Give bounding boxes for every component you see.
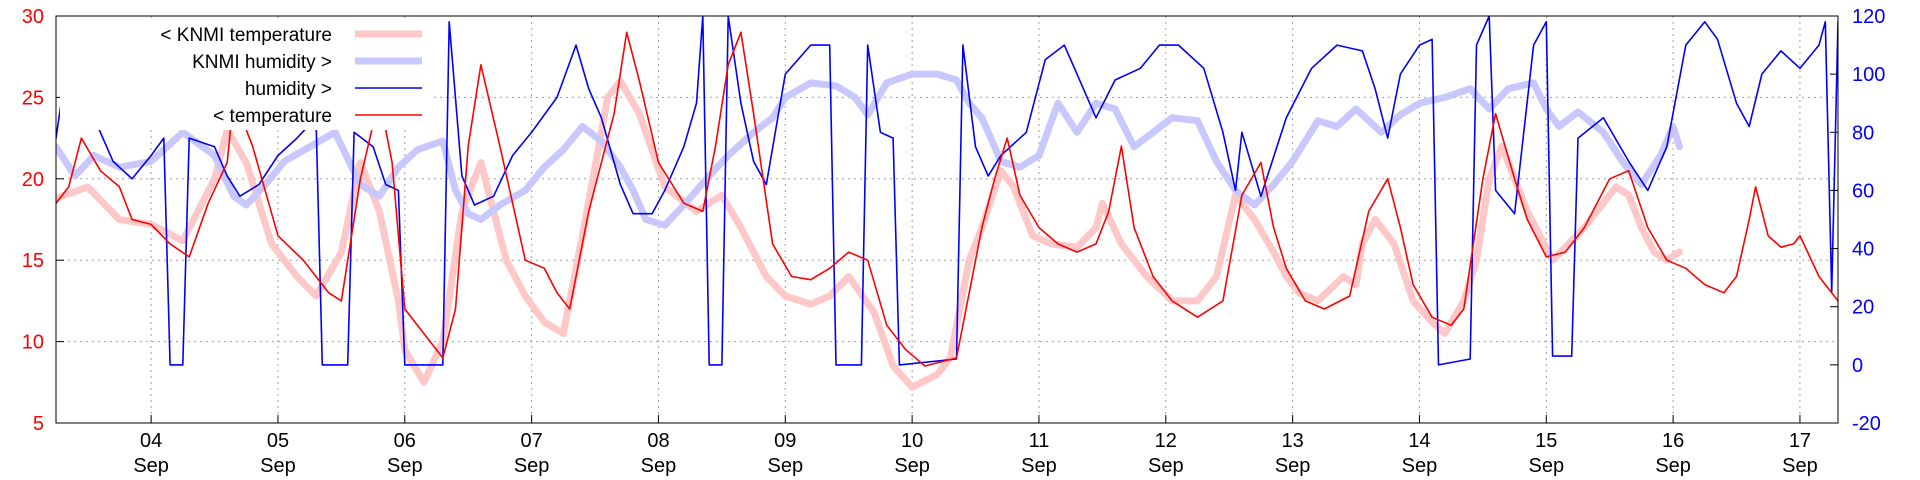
x-tick-label-month: Sep <box>260 455 296 477</box>
x-tick-label-month: Sep <box>894 455 930 477</box>
x-tick-label-day: 09 <box>774 430 796 452</box>
x-tick-label-day: 11 <box>1029 430 1050 452</box>
series-lines <box>56 16 1838 391</box>
legend-label-2: humidity > <box>245 79 332 100</box>
y-left-tick-label: 5 <box>33 413 44 435</box>
x-tick-label-day: 15 <box>1535 430 1557 452</box>
x-tick-label-month: Sep <box>133 455 169 477</box>
y-left-tick-label: 15 <box>22 250 44 272</box>
x-tick-label-month: Sep <box>1655 455 1691 477</box>
x-tick-label-day: 08 <box>647 430 669 452</box>
x-tick-label-day: 05 <box>267 430 289 452</box>
y-right-tick-label: 120 <box>1852 6 1885 28</box>
x-tick-label-month: Sep <box>1021 455 1057 477</box>
x-tick-label-month: Sep <box>1148 455 1184 477</box>
axes: 5 10 15 20 25 30 -20 0 20 40 60 80 100 120 04 Sep 05 Sep 0… <box>22 6 1886 477</box>
x-tick-label-day: 13 <box>1281 430 1303 452</box>
series-line-3 <box>56 31 1838 367</box>
x-tick-label-month: Sep <box>387 455 423 477</box>
x-tick-label-month: Sep <box>514 455 550 477</box>
x-tick-label-day: 07 <box>520 430 542 452</box>
y-left-tick-label: 10 <box>22 332 44 354</box>
x-tick-label-month: Sep <box>641 455 677 477</box>
y-left-tick-label: 25 <box>22 87 44 109</box>
y-right-tick-label: 100 <box>1852 64 1885 86</box>
series-line-0 <box>56 77 1683 391</box>
series-line-1 <box>56 70 1683 229</box>
y-right-tick-label: -20 <box>1852 413 1881 435</box>
x-tick-label-month: Sep <box>1782 455 1818 477</box>
y-right-tick-label: 80 <box>1852 122 1874 144</box>
y-right-tick-label: 20 <box>1852 297 1874 319</box>
y-left-tick-label: 20 <box>22 169 44 191</box>
legend: < KNMI temperature KNMI humidity > humidit… <box>60 18 430 130</box>
x-tick-label-day: 17 <box>1789 430 1811 452</box>
y-right-tick-label: 40 <box>1852 239 1874 261</box>
x-tick-label-month: Sep <box>767 455 803 477</box>
x-tick-label-day: 16 <box>1662 430 1684 452</box>
x-tick-label-day: 04 <box>140 430 162 452</box>
x-tick-label-day: 06 <box>394 430 416 452</box>
y-right-tick-label: 60 <box>1852 180 1874 202</box>
series-line-2 <box>56 16 1838 366</box>
x-tick-label-month: Sep <box>1528 455 1564 477</box>
x-tick-label-day: 14 <box>1408 430 1430 452</box>
x-tick-label-month: Sep <box>1402 455 1438 477</box>
legend-label-1: KNMI humidity > <box>192 52 332 73</box>
legend-label-3: < temperature <box>213 106 332 127</box>
legend-label-0: < KNMI temperature <box>160 25 332 46</box>
y-left-tick-label: 30 <box>22 6 44 28</box>
x-tick-label-day: 12 <box>1155 430 1177 452</box>
plot-frame <box>55 15 1839 424</box>
y-right-tick-label: 0 <box>1852 355 1863 377</box>
x-tick-label-month: Sep <box>1275 455 1311 477</box>
x-tick-label-day: 10 <box>901 430 923 452</box>
